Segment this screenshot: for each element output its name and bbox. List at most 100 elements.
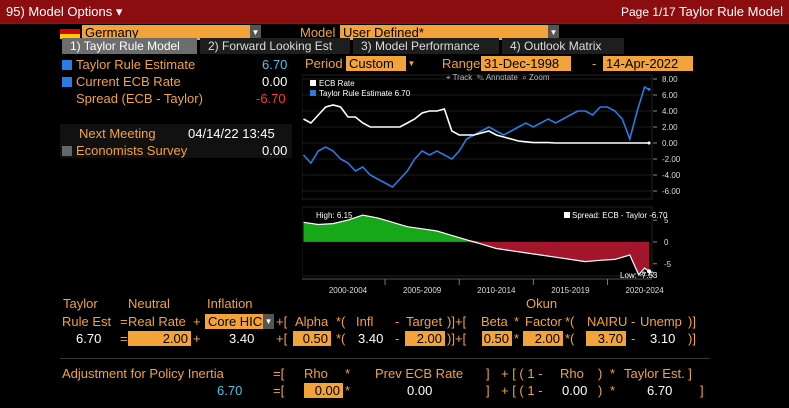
chevron-down-icon[interactable]: ▼ [548,25,559,40]
annotate-button[interactable]: Annotate [485,73,518,82]
prev-ecb-rate-value: 0.00 [407,383,433,398]
track-button[interactable]: Track [452,73,473,82]
next-meeting-value: 04/14/22 13:45 [188,126,275,141]
taylor-ecb-line-chart[interactable]: 8.00 6.00 4.00 2.00 0.00 -2.00 -4.00 -6.00 ECB R… [302,74,681,200]
x-tick-label: 2010-2014 [477,286,516,295]
checkbox-checked-icon[interactable] [62,60,72,70]
tab-forward-looking-est[interactable]: 2) Forward Looking Est [200,38,350,54]
high-annotation: High: 6.15 [316,211,353,220]
zoom-icon[interactable]: ⌕ [522,73,527,82]
range-end-input[interactable]: 14-Apr-2022 [603,56,693,71]
zoom-button[interactable]: Zoom [529,73,550,82]
factor-input[interactable]: 2.00 [523,331,563,346]
rho-label: Rho [304,366,328,381]
model-select[interactable]: User Defined* ▼ [340,25,559,40]
model-options-menu[interactable]: 95) Model Options ▾ [6,4,122,20]
model-label: Model [300,25,336,40]
annotate-icon[interactable]: ✎ [476,73,485,82]
multiply-sign: * [610,366,616,381]
close-bracket: ] [486,383,490,398]
range-label: Range [442,56,481,71]
chevron-down-icon[interactable]: ▼ [406,56,417,71]
multiply-paren: *( [336,314,346,329]
unemp-value: 3.10 [650,331,676,346]
rho-value-2: 0.00 [562,383,588,398]
chart-panel[interactable]: 8.00 6.00 4.00 2.00 0.00 -2.00 -4.00 -6.00 ECB R… [302,71,688,299]
checkbox-unchecked-icon[interactable] [62,146,72,156]
series-endpoint [647,87,651,91]
beta-input[interactable]: 0.50 [482,331,512,346]
x-tick-label: 2020-2024 [625,286,664,295]
infl-value: 3.40 [358,331,384,346]
plus-bracket: + [ ( 1 - [501,366,543,381]
plus-bracket: +[ [276,331,288,346]
alpha-label: Alpha [295,314,329,329]
chevron-down-icon[interactable]: ▼ [250,25,261,40]
x-tick-label: 2015-2019 [551,286,590,295]
negative-spread-area [303,241,650,275]
y-tick-label: 5 [664,216,669,225]
close-bracket: )]+[ [447,314,467,329]
close-bracket: )] [688,314,696,329]
multiply-sign: * [610,383,616,398]
range-start-input[interactable]: 31-Dec-1998 [481,56,571,71]
spread-area-chart[interactable]: 5 0 -5 Spread: ECB - Taylor -6.70 High: 6.15… [302,206,672,295]
economists-survey-row[interactable]: Economists Survey [62,143,187,158]
period-select[interactable]: Custom ▼ [346,56,417,71]
tab-model-performance[interactable]: 3) Model Performance [353,38,499,54]
plus-bracket: + [ ( 1 - [501,383,543,398]
checkbox-checked-icon[interactable] [62,77,72,87]
last-value-marker [647,269,652,274]
multiply-paren: *( [565,331,575,346]
track-icon[interactable]: ⌖ [446,73,451,82]
y-tick-label: -5 [664,260,672,269]
header-neutral: Neutral [128,296,170,311]
country-select[interactable]: Germany ▼ [82,25,261,40]
plus-sign: + [193,314,201,329]
chevron-down-icon[interactable]: ▼ [263,314,274,329]
rule-est-label: Rule Est [62,314,112,329]
core-hicp-number: 3.40 [229,331,255,346]
spread-value: -6.70 [256,91,286,106]
x-tick-label: 2005-2009 [403,286,442,295]
model-options-label: 95) Model Options [6,4,113,19]
period-value: Custom [349,56,394,71]
real-rate-input[interactable]: 2.00 [128,331,191,346]
nairu-input[interactable]: 3.70 [586,331,626,346]
close-bracket: )]+[ [447,331,467,346]
range-dash: - [592,56,597,71]
series-line-ecb-rate [303,104,649,144]
rho-label-2: Rho [560,366,584,381]
rule-est-value: 6.70 [76,331,102,346]
minus-sign: - [395,314,400,329]
plus-bracket: +[ [276,314,288,329]
target-input[interactable]: 2.00 [405,331,445,346]
chevron-down-icon: ▾ [115,4,123,19]
legend-swatch [564,212,570,218]
header-okun: Okun [526,296,558,311]
minus-sign: - [631,314,636,329]
infl-label: Infl [356,314,374,329]
multiply-paren: *( [565,314,575,329]
y-tick-label: 0.00 [662,139,678,148]
multiply-sign: * [514,314,520,329]
ecb-rate-row[interactable]: Current ECB Rate [62,74,181,89]
unemp-label: Unemp [640,314,682,329]
tab-outlook-matrix[interactable]: 4) Outlook Matrix [502,38,624,54]
rho-input[interactable]: 0.00 [304,383,343,398]
title-bar: 95) Model Options ▾ Page 1/17 Taylor Rul… [0,0,789,24]
equals-bracket: =[ [273,383,285,398]
target-label: Target [406,314,443,329]
nairu-label: NAIRU [587,314,628,329]
low-annotation: Low: -7.53 [620,271,658,280]
series-endpoint [647,141,651,145]
y-tick-label: 4.00 [662,107,678,116]
tab-taylor-rule-model[interactable]: 1) Taylor Rule Model [62,38,197,54]
alpha-input[interactable]: 0.50 [293,331,331,346]
minus-sign: - [631,331,636,346]
taylor-estimate-row[interactable]: Taylor Rule Estimate [62,57,195,72]
core-hicp-select[interactable]: Core HIC ▼ [205,314,274,329]
spread-line [303,214,650,276]
country-value: Germany [85,25,139,40]
germany-flag-icon [60,25,80,39]
